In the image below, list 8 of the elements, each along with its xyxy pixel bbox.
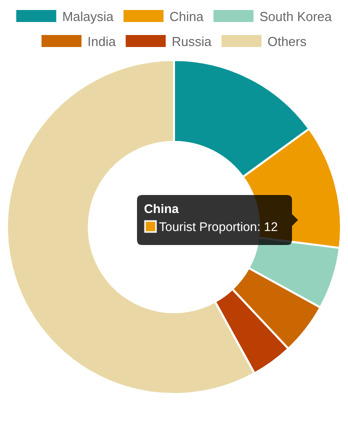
legend-label: South Korea	[259, 9, 333, 24]
legend-label: Others	[267, 34, 307, 49]
legend-label: Malaysia	[62, 9, 114, 24]
legend-label: India	[88, 34, 116, 49]
text: China	[144, 202, 180, 216]
legend-label: China	[170, 9, 204, 24]
legend-label: Russia	[172, 34, 212, 49]
text: Tourist Proportion: 12	[159, 220, 278, 234]
